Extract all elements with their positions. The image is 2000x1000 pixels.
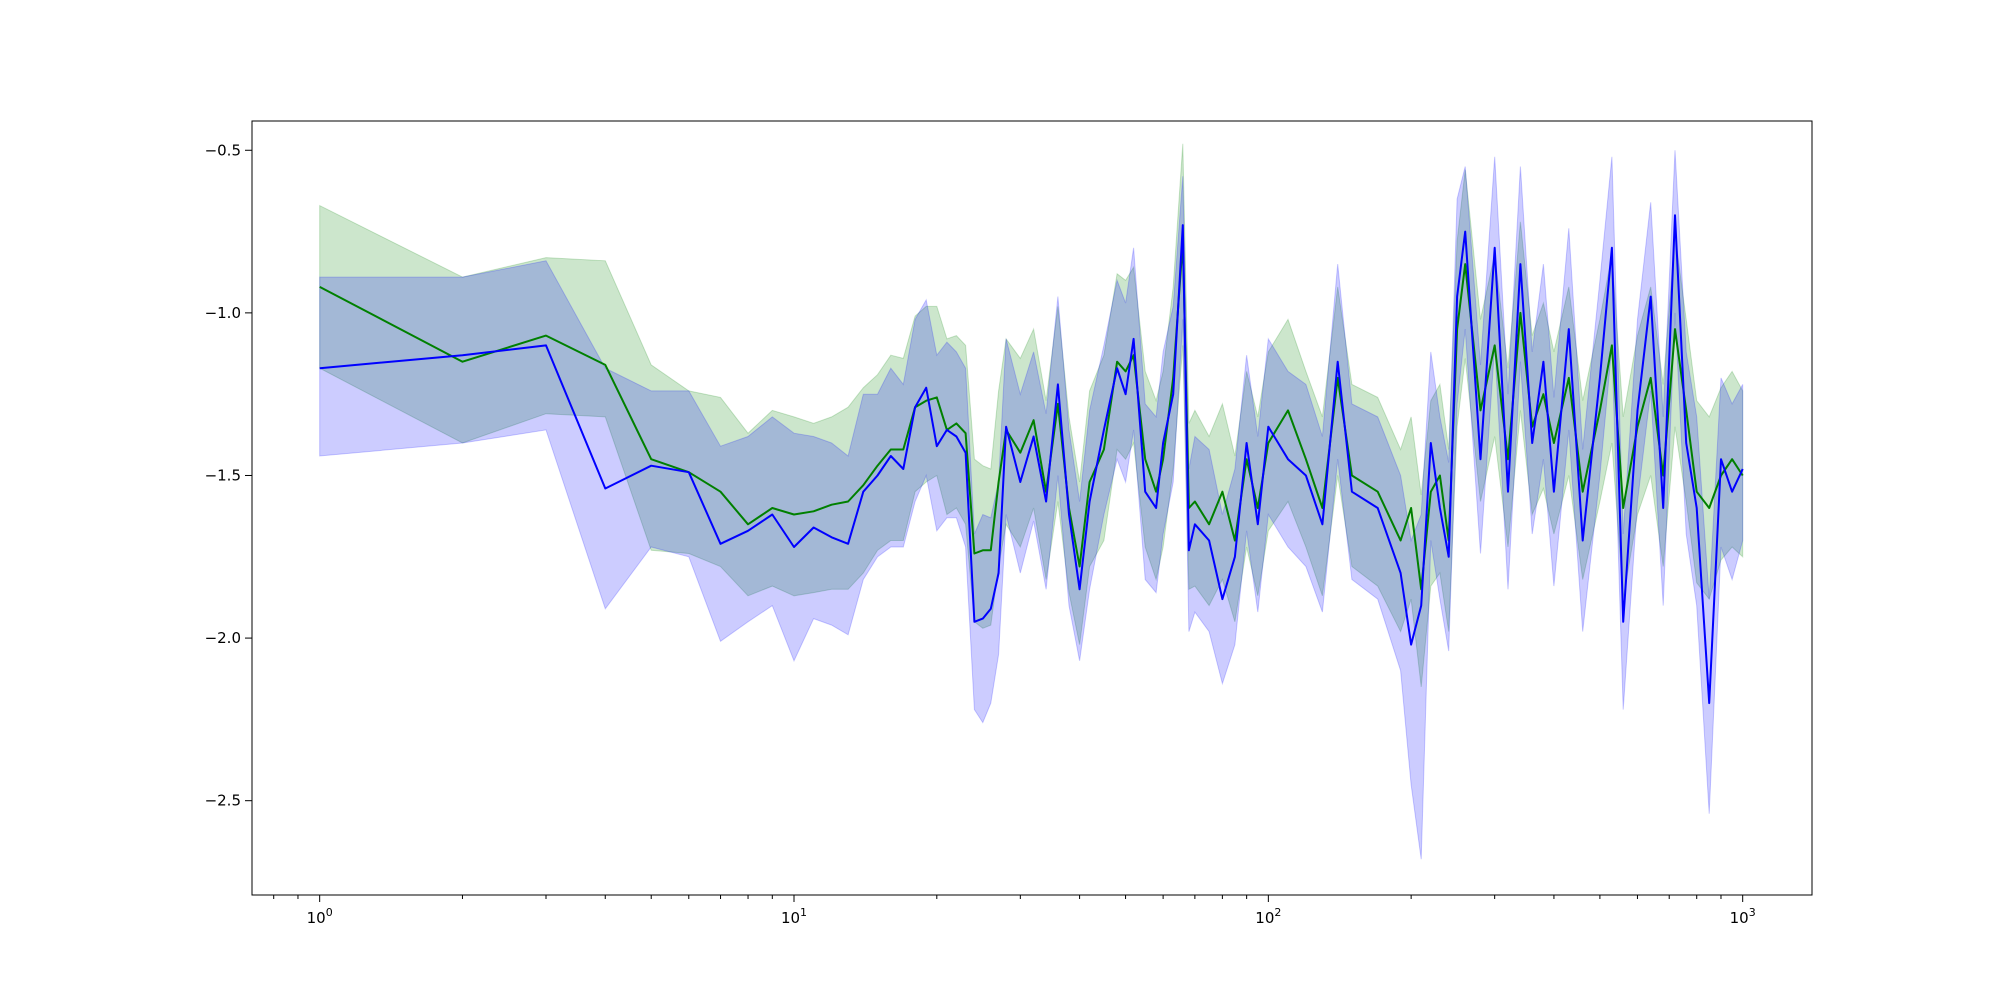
x-tick-label: 100 [307, 906, 333, 927]
x-tick-label: 102 [1255, 906, 1281, 927]
series-0-band [319, 143, 1744, 687]
y-tick-label: −1.5 [205, 466, 241, 484]
y-tick-label: −2.5 [205, 792, 241, 810]
series-lines [319, 214, 1744, 705]
x-axis: 100 101 102 103 [273, 895, 1756, 927]
x-tick-label: 101 [781, 906, 807, 927]
y-tick-label: −1.0 [205, 304, 241, 322]
y-tick-label: −2.0 [205, 629, 241, 647]
confidence-bands [319, 143, 1744, 860]
series-1-band [319, 150, 1744, 860]
y-tick-label: −0.5 [205, 141, 241, 159]
plot-frame [251, 120, 1813, 896]
y-axis: −0.5 −1.0 −1.5 −2.0 −2.5 [205, 141, 252, 810]
x-tick-label: 103 [1730, 906, 1756, 927]
series-1-line [319, 214, 1744, 705]
